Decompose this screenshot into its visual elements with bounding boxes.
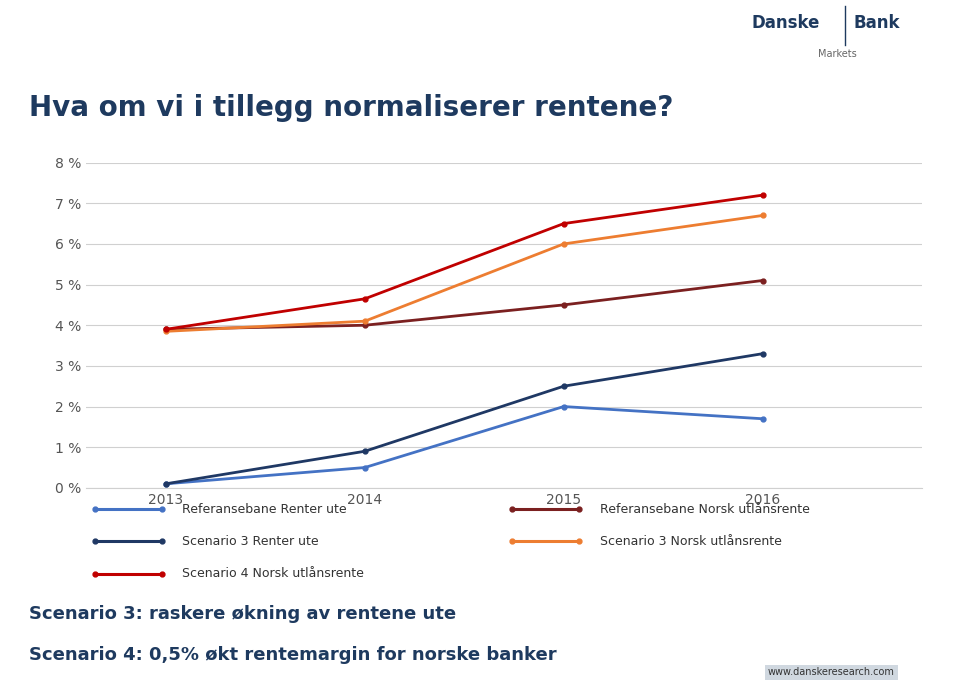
Text: Scenario 4 Norsk utlånsrente: Scenario 4 Norsk utlånsrente [182, 567, 365, 580]
Text: Bank: Bank [853, 14, 900, 32]
Text: Scenario 3 Norsk utlånsrente: Scenario 3 Norsk utlånsrente [600, 535, 782, 548]
Text: www.danskeresearch.com: www.danskeresearch.com [768, 668, 895, 677]
FancyBboxPatch shape [722, 6, 929, 47]
Text: Scenario 4: 0,5% økt rentemargin for norske banker: Scenario 4: 0,5% økt rentemargin for nor… [29, 646, 557, 664]
Text: Referansebane Renter ute: Referansebane Renter ute [182, 503, 348, 516]
Text: Referansebane Norsk utlånsrente: Referansebane Norsk utlånsrente [600, 503, 810, 516]
Text: Danske: Danske [752, 14, 820, 32]
Text: Markets: Markets [818, 48, 856, 59]
Text: Scenario 3 Renter ute: Scenario 3 Renter ute [182, 535, 319, 548]
Text: Scenario 3: raskere økning av rentene ute: Scenario 3: raskere økning av rentene ut… [29, 605, 456, 623]
Text: 12: 12 [908, 675, 925, 689]
Text: Hva om vi i tillegg normaliserer rentene?: Hva om vi i tillegg normaliserer rentene… [29, 94, 673, 122]
